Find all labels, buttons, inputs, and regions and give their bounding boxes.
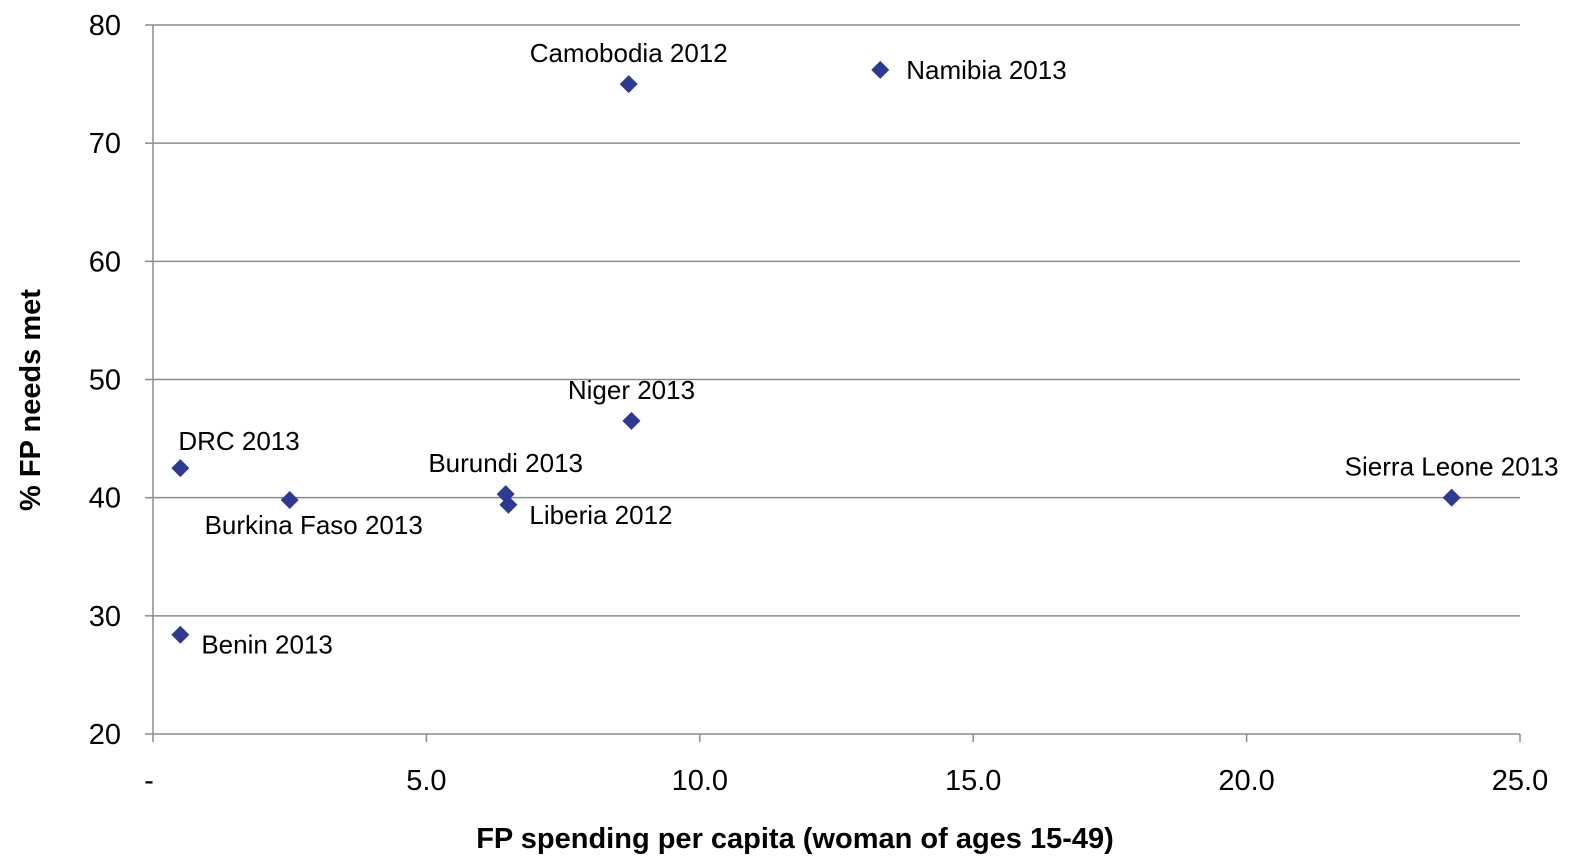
data-point — [171, 625, 190, 644]
data-point — [622, 411, 641, 430]
x-tick-label: 15.0 — [945, 765, 1001, 797]
y-tick-label: 30 — [89, 601, 121, 633]
x-axis-title: FP spending per capita (woman of ages 15… — [476, 823, 1114, 855]
data-label: Camobodia 2012 — [530, 38, 728, 68]
data-point — [871, 60, 890, 79]
y-tick-label: 60 — [89, 246, 121, 278]
data-point — [499, 495, 518, 514]
y-tick-label: 70 — [89, 128, 121, 160]
y-tick-label: 20 — [89, 719, 121, 751]
y-tick-label: 40 — [89, 483, 121, 515]
data-label: Burkina Faso 2013 — [205, 510, 423, 540]
data-point — [280, 491, 299, 510]
x-tick-label: - — [144, 765, 154, 797]
data-label: Sierra Leone 2013 — [1345, 452, 1559, 482]
data-point — [619, 75, 638, 94]
data-label: Namibia 2013 — [906, 55, 1066, 85]
x-tick-label: 5.0 — [406, 765, 446, 797]
data-label: Benin 2013 — [201, 630, 333, 660]
x-tick-label: 10.0 — [672, 765, 728, 797]
axes — [145, 24, 1521, 742]
gridlines — [153, 24, 1520, 617]
data-label: Burundi 2013 — [428, 448, 583, 478]
data-labels: DRC 2013 Benin 2013 Burkina Faso 2013 Burun… — [178, 38, 1558, 660]
y-tick-label: 80 — [89, 10, 121, 42]
data-point — [171, 459, 190, 478]
x-tick-label: 20.0 — [1218, 765, 1274, 797]
data-label: DRC 2013 — [178, 426, 299, 456]
x-tick-labels: - 5.0 10.0 15.0 20.0 25.0 — [144, 765, 1548, 797]
data-label: Liberia 2012 — [529, 500, 672, 530]
y-tick-labels: 20 30 40 50 60 70 80 — [89, 10, 121, 751]
data-points — [171, 60, 1461, 644]
x-tick-label: 25.0 — [1492, 765, 1548, 797]
y-axis-title: % FP needs met — [15, 289, 47, 511]
data-point — [1442, 488, 1461, 507]
y-tick-label: 50 — [89, 365, 121, 397]
data-label: Niger 2013 — [568, 375, 695, 405]
